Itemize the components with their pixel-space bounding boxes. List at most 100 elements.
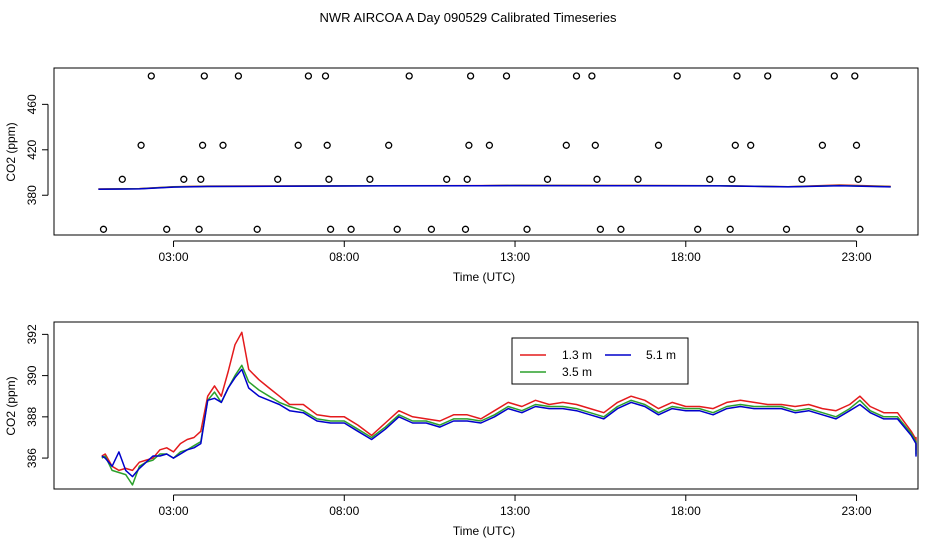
top-data-point: [325, 175, 333, 183]
bottom-y-tick-label: 388: [25, 407, 39, 427]
top-data-point: [673, 72, 681, 80]
bottom-y-axis: 386 388 390 392: [25, 324, 49, 468]
bottom-series-1-3-m-line: [101, 331, 917, 472]
top-data-point: [543, 175, 552, 183]
bottom-x-tick-label: 03:00: [159, 504, 189, 518]
top-data-point: [572, 72, 581, 80]
legend-label-5-1m: 5.1 m: [646, 348, 676, 362]
bottom-x-tick-label: 18:00: [671, 504, 701, 518]
top-data-point: [798, 175, 806, 183]
top-data-point: [180, 175, 188, 183]
top-data-point: [588, 72, 596, 80]
top-panel: 03:00 08:00 13:00 18:00 23:00 380 420 460 Time…: [4, 67, 919, 284]
top-data-point: [465, 141, 473, 149]
top-data-point: [304, 72, 313, 80]
top-data-point: [99, 225, 108, 233]
bottom-x-axis-label: Time (UTC): [453, 524, 515, 538]
top-data-point: [856, 225, 864, 233]
top-data-point: [274, 175, 282, 183]
top-data-point: [818, 141, 827, 149]
top-x-axis: 03:00 08:00 13:00 18:00 23:00: [159, 240, 872, 264]
top-data-point: [747, 141, 755, 149]
top-data-point: [706, 175, 714, 183]
top-data-point: [198, 141, 207, 149]
top-x-tick-label: 23:00: [842, 250, 872, 264]
bottom-y-tick-label: 390: [25, 365, 39, 385]
top-data-point: [347, 225, 355, 233]
top-data-point: [195, 225, 203, 233]
bottom-y-tick-label: 386: [25, 448, 39, 468]
legend-label-3-5m: 3.5 m: [562, 365, 592, 379]
top-x-axis-label: Time (UTC): [453, 270, 515, 284]
legend-box: [511, 337, 689, 385]
legend: 1.3 m 5.1 m 3.5 m: [511, 337, 689, 385]
top-data-point: [731, 141, 739, 149]
top-data-point: [593, 175, 601, 183]
top-data-point: [294, 141, 302, 149]
bottom-y-tick-label: 392: [25, 324, 39, 344]
top-data-point: [163, 225, 171, 233]
top-data-point: [764, 72, 772, 80]
top-y-tick-label: 380: [25, 185, 39, 205]
top-data-point: [405, 72, 413, 80]
top-data-point: [591, 141, 599, 149]
top-data-point: [118, 175, 126, 183]
bottom-x-tick-label: 23:00: [842, 504, 872, 518]
top-data-point: [596, 225, 605, 233]
top-data-point: [634, 175, 642, 183]
top-data-point: [726, 225, 734, 233]
top-data-point: [200, 72, 208, 80]
top-data-point: [147, 72, 155, 80]
bottom-line-series: [101, 331, 917, 486]
top-data-point: [321, 72, 330, 80]
top-data-point: [197, 175, 205, 183]
top-data-point: [234, 72, 243, 80]
top-series-blue-line: [98, 184, 891, 190]
top-y-axis-label: CO2 (ppm): [4, 122, 18, 181]
bottom-y-axis-label: CO2 (ppm): [4, 376, 18, 435]
top-data-point: [502, 72, 511, 80]
top-data-point: [854, 175, 862, 183]
bottom-x-tick-label: 08:00: [329, 504, 359, 518]
top-data-point: [694, 225, 702, 233]
top-data-point: [485, 141, 494, 149]
top-data-point: [830, 72, 838, 80]
top-x-tick-label: 13:00: [500, 250, 530, 264]
bottom-plot-frame: [53, 321, 919, 490]
top-data-point: [523, 225, 531, 233]
top-data-point: [427, 225, 436, 233]
legend-label-1-3m: 1.3 m: [562, 348, 592, 362]
top-y-axis: 380 420 460: [25, 94, 49, 205]
top-data-point: [393, 225, 401, 233]
top-x-tick-label: 18:00: [671, 250, 701, 264]
top-x-tick-label: 03:00: [159, 250, 189, 264]
top-data-point: [617, 225, 625, 233]
top-data-point: [852, 141, 861, 149]
top-data-point: [461, 225, 470, 233]
top-data-point: [323, 141, 331, 149]
top-line-series: [98, 184, 891, 190]
top-y-tick-label: 460: [25, 94, 39, 114]
top-scatter-points: [99, 72, 864, 233]
top-data-point: [463, 175, 471, 183]
top-data-point: [851, 72, 859, 80]
top-data-point: [466, 72, 475, 80]
bottom-panel: 03:00 08:00 13:00 18:00 23:00 386 388 390 392 T…: [4, 321, 919, 538]
bottom-series-3-5-m-line: [101, 364, 917, 486]
top-x-tick-label: 08:00: [329, 250, 359, 264]
top-data-point: [137, 141, 145, 149]
top-data-point: [366, 175, 374, 183]
top-data-point: [562, 141, 570, 149]
bottom-x-axis: 03:00 08:00 13:00 18:00 23:00: [159, 494, 872, 518]
figure-title: NWR AIRCOA A Day 090529 Calibrated Times…: [320, 10, 617, 25]
top-data-point: [728, 175, 736, 183]
top-y-tick-label: 420: [25, 139, 39, 159]
bottom-x-tick-label: 13:00: [500, 504, 530, 518]
top-data-point: [385, 141, 393, 149]
top-data-point: [253, 225, 261, 233]
bottom-series-5-1-m-line: [101, 368, 917, 478]
top-data-point: [782, 225, 791, 233]
top-data-point: [443, 175, 451, 183]
top-plot-frame: [53, 67, 919, 236]
